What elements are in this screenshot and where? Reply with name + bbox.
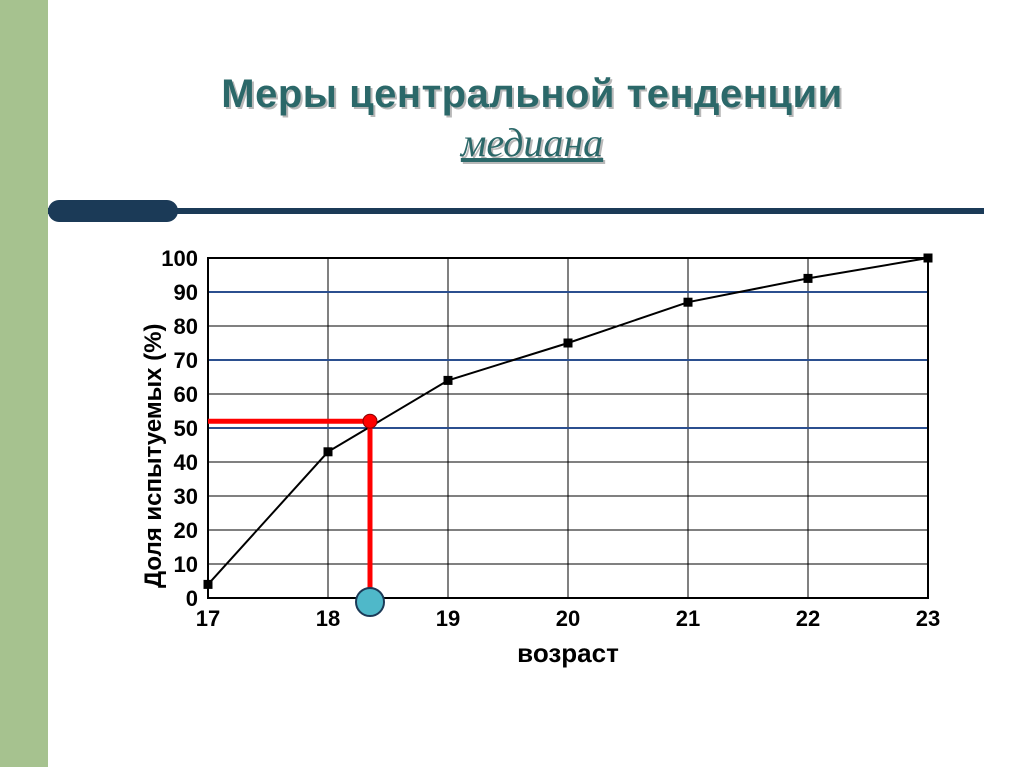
title-line-1: Меры центральной тенденции (100, 72, 964, 117)
y-tick-label: 40 (148, 450, 198, 476)
divider-capsule (48, 200, 178, 222)
x-tick-label: 22 (778, 606, 838, 632)
slide-title: Меры центральной тенденции медиана (100, 72, 964, 166)
x-tick-label: 23 (898, 606, 958, 632)
title-line-2: медиана (100, 119, 964, 166)
left-decorative-band (0, 0, 48, 767)
slide: Меры центральной тенденции медиана Доля … (0, 0, 1024, 767)
divider-bar (48, 208, 984, 214)
x-tick-label: 18 (298, 606, 358, 632)
y-tick-label: 80 (148, 314, 198, 340)
y-tick-label: 20 (148, 518, 198, 544)
x-tick-label: 19 (418, 606, 478, 632)
y-tick-label: 100 (148, 246, 198, 272)
y-tick-label: 30 (148, 484, 198, 510)
y-tick-label: 10 (148, 552, 198, 578)
y-tick-label: 50 (148, 416, 198, 442)
y-tick-label: 90 (148, 280, 198, 306)
median-chart: Доля испытуемых (%) возраст 010203040506… (148, 248, 948, 668)
x-tick-label: 17 (178, 606, 238, 632)
chart-svg (148, 248, 948, 668)
x-tick-label: 21 (658, 606, 718, 632)
x-axis-label: возраст (208, 638, 928, 669)
y-tick-label: 70 (148, 348, 198, 374)
y-tick-label: 60 (148, 382, 198, 408)
title-divider (0, 200, 984, 224)
x-tick-label: 20 (538, 606, 598, 632)
